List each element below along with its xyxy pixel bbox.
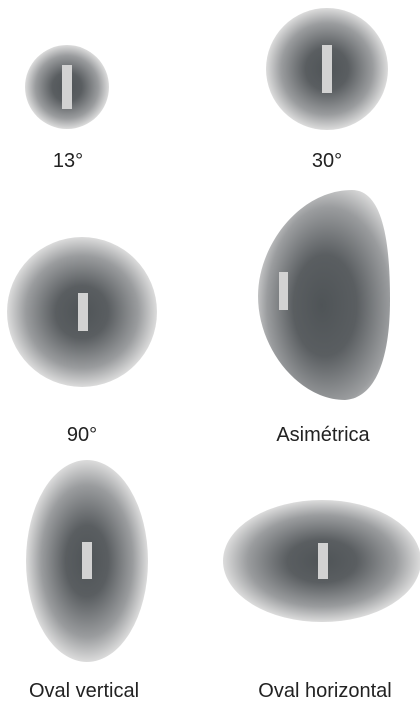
nozzle-marker-asym <box>279 272 288 310</box>
pattern-30 <box>266 8 388 130</box>
pattern-asym <box>258 190 390 400</box>
label-13-degrees: 13° <box>52 150 84 172</box>
label-asymmetric: Asimétrica <box>276 424 370 446</box>
spray-pattern-asym <box>258 190 390 400</box>
label-90-degrees: 90° <box>66 424 98 446</box>
pattern-90 <box>7 237 157 387</box>
pattern-oval-horizontal <box>223 500 420 622</box>
nozzle-marker-90 <box>78 293 88 331</box>
nozzle-marker-30 <box>322 45 332 93</box>
nozzle-marker-oval-horizontal <box>318 543 328 579</box>
label-oval-horizontal: Oval horizontal <box>258 680 392 702</box>
nozzle-marker-13 <box>62 65 72 109</box>
pattern-13 <box>25 45 109 129</box>
label-30-degrees: 30° <box>311 150 343 172</box>
pattern-oval-vertical <box>26 460 148 662</box>
nozzle-marker-oval-vertical <box>82 542 92 579</box>
label-oval-vertical: Oval vertical <box>28 680 140 702</box>
